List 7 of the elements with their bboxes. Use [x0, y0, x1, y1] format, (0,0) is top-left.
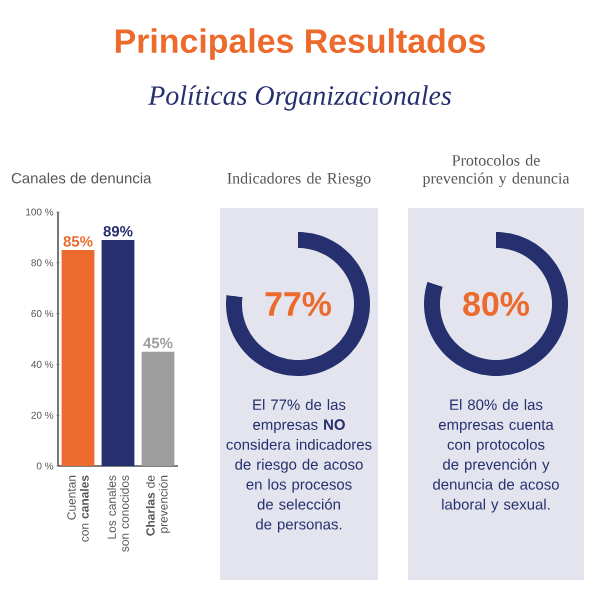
data-label: 80%: [463, 292, 529, 316]
bar: [61, 250, 95, 466]
text: Principales Resultados: [115, 28, 485, 60]
text: Políticas Organizacionales: [148, 85, 451, 111]
bar: [141, 351, 175, 466]
data-label: 77%: [265, 292, 331, 316]
bar: [101, 239, 135, 466]
